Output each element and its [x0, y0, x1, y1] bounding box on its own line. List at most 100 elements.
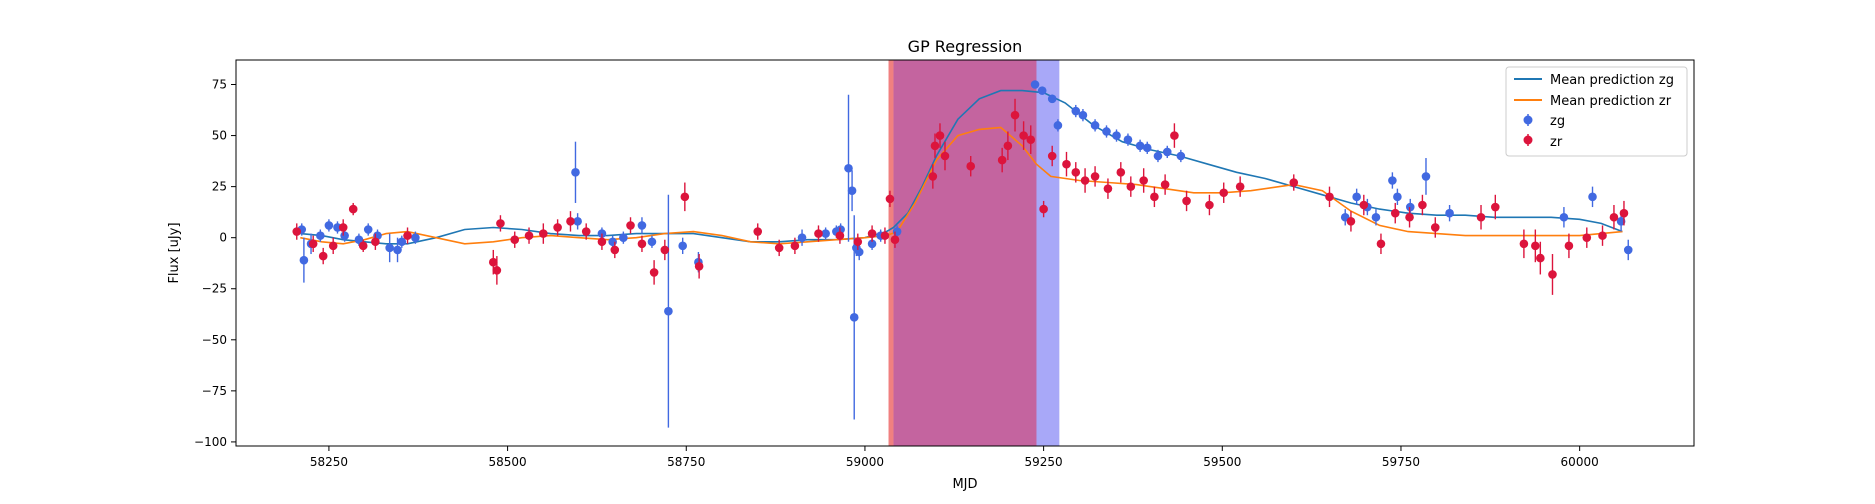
point-zr [1325, 192, 1334, 202]
point-zg [1445, 208, 1454, 218]
point-zr [524, 231, 534, 240]
point-zr [1071, 168, 1081, 177]
point-zg [1037, 86, 1047, 95]
point-zr [1205, 200, 1214, 210]
point-zr [649, 268, 659, 277]
point-zg [324, 221, 334, 230]
point-zg [1393, 192, 1402, 202]
point-zr [510, 235, 520, 245]
point-zr [966, 161, 976, 171]
point-zr [1080, 176, 1090, 185]
point-zg [849, 313, 859, 322]
x-tick-label: 59750 [1382, 455, 1420, 469]
point-zg [892, 227, 902, 236]
point-zr [885, 194, 895, 204]
point-zr [1548, 270, 1557, 279]
point-zr [867, 229, 877, 238]
point-zr [488, 257, 498, 267]
y-tick-label: 0 [219, 231, 227, 245]
point-zr [1519, 239, 1529, 249]
point-zr [1376, 239, 1386, 249]
point-zr [566, 217, 575, 226]
point-zr [930, 141, 940, 151]
point-zr [694, 261, 704, 271]
point-zr [790, 241, 800, 251]
point-zg [1559, 212, 1569, 222]
legend-label-zr: zr [1550, 135, 1563, 150]
point-zr [1390, 208, 1400, 218]
point-zg [647, 237, 657, 247]
point-zg [1135, 141, 1145, 151]
point-zg [397, 237, 407, 247]
point-zr [496, 219, 505, 228]
point-zg [316, 231, 325, 240]
chart-title: GP Regression [908, 37, 1023, 56]
point-zg [854, 247, 864, 257]
point-zr [753, 227, 763, 236]
point-zr [626, 221, 635, 230]
point-zr [1116, 168, 1126, 177]
point-zg [354, 235, 364, 245]
y-tick-label: 50 [212, 129, 227, 143]
point-zr [1609, 212, 1619, 222]
point-zr [1418, 200, 1427, 210]
point-zr [997, 155, 1007, 165]
point-zg [867, 239, 877, 249]
point-zr [940, 151, 950, 161]
point-zr [348, 204, 358, 214]
point-zg [1030, 80, 1040, 89]
x-tick-label: 58500 [488, 455, 526, 469]
point-zg [1388, 176, 1397, 185]
y-tick-label: −50 [202, 333, 227, 347]
point-zr [597, 237, 607, 247]
point-zg [619, 233, 628, 242]
point-zr [1047, 151, 1057, 161]
point-zg [299, 255, 309, 265]
y-tick-label: 25 [212, 180, 227, 194]
point-zg [1421, 172, 1431, 181]
point-zr [1062, 159, 1071, 169]
point-zg [1123, 135, 1133, 144]
point-zg [1153, 151, 1163, 161]
point-zg [411, 233, 420, 242]
point-zg [1176, 151, 1186, 161]
x-axis-label: MJD [952, 477, 977, 492]
data-points [292, 80, 1633, 428]
legend-label-zr-line: Mean prediction zr [1550, 94, 1672, 109]
point-zr [581, 227, 591, 236]
point-zg [1623, 245, 1633, 255]
point-zg [1371, 212, 1381, 222]
point-zg [1405, 202, 1415, 212]
legend: Mean prediction zg Mean prediction zr zg… [1505, 66, 1688, 157]
point-zg [1112, 131, 1121, 140]
point-zr [1405, 212, 1414, 222]
point-zr [492, 266, 502, 275]
point-zr [1182, 196, 1191, 206]
point-zr [1170, 131, 1179, 140]
legend-swatch-zg-marker [1523, 115, 1533, 125]
point-zr [1010, 110, 1020, 120]
point-zg [1053, 121, 1063, 130]
point-zr [660, 245, 670, 255]
point-zr [553, 223, 562, 232]
point-zg [608, 237, 617, 247]
point-zr [1090, 172, 1100, 181]
point-zr [1126, 182, 1136, 191]
point-zr [1139, 176, 1148, 185]
shaded-regions [888, 60, 1060, 446]
point-zr [328, 241, 338, 251]
point-zr [371, 237, 380, 247]
point-zg [1078, 110, 1088, 120]
point-zr [403, 231, 412, 240]
shaded-region-overlap [893, 60, 1037, 446]
point-zr [1582, 233, 1592, 242]
point-zg [1090, 121, 1100, 130]
x-tick-label: 59000 [846, 455, 884, 469]
point-zr [610, 245, 620, 255]
legend-label-zg-line: Mean prediction zg [1550, 73, 1674, 88]
point-zr [814, 229, 823, 238]
point-zr [539, 229, 548, 238]
point-zr [928, 172, 938, 181]
point-zr [1019, 131, 1028, 140]
